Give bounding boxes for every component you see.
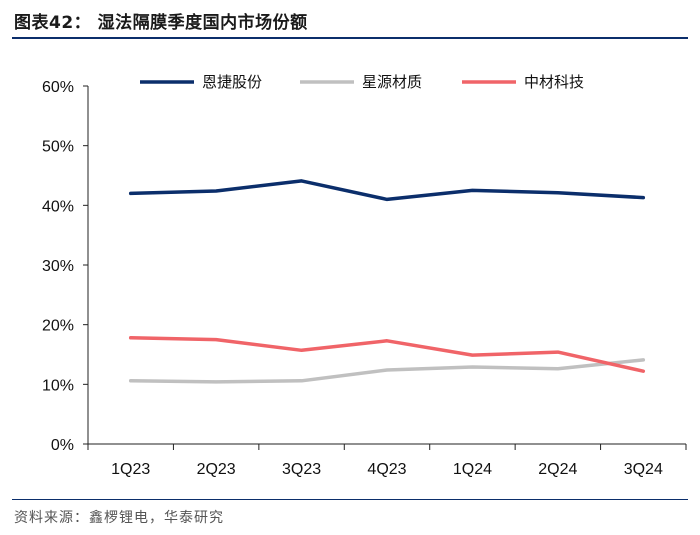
series-lines xyxy=(128,179,646,384)
legend: 恩捷股份 星源材质 中材科技 xyxy=(140,73,584,91)
x-tick-label: 3Q23 xyxy=(282,461,321,478)
x-tick-label: 1Q23 xyxy=(111,461,150,478)
y-tick-label: 0% xyxy=(51,437,74,454)
y-tick-label: 20% xyxy=(42,318,74,335)
legend-label-1: 恩捷股份 xyxy=(202,73,262,91)
legend-label-2: 星源材质 xyxy=(362,73,422,91)
y-tick-label: 10% xyxy=(42,377,74,394)
x-axis-ticks: 1Q23 2Q23 3Q23 4Q23 1Q24 2Q24 3Q24 xyxy=(87,444,687,478)
x-tick-label: 1Q24 xyxy=(453,461,492,478)
x-tick-label: 3Q24 xyxy=(624,461,663,478)
y-axis-ticks: 0% 10% 20% 30% 40% 50% 60% xyxy=(42,79,88,454)
series-line-3 xyxy=(128,336,646,373)
y-tick-label: 50% xyxy=(42,139,74,156)
legend-label-3: 中材科技 xyxy=(524,73,584,91)
x-tick-label: 2Q23 xyxy=(197,461,236,478)
x-tick-label: 4Q23 xyxy=(367,461,406,478)
y-tick-label: 40% xyxy=(42,198,74,215)
figure-title: 图表42： 湿法隔膜季度国内市场份额 xyxy=(14,13,308,33)
x-tick-label: 2Q24 xyxy=(538,461,577,478)
y-tick-label: 30% xyxy=(42,258,74,275)
y-tick-label: 60% xyxy=(42,79,74,96)
series-line-1 xyxy=(128,179,646,202)
source-note: 资料来源：鑫椤锂电，华泰研究 xyxy=(14,510,224,526)
source-rule xyxy=(12,499,688,500)
series-line-2 xyxy=(128,358,646,384)
chart-axes xyxy=(87,86,686,445)
title-rule xyxy=(12,37,688,39)
